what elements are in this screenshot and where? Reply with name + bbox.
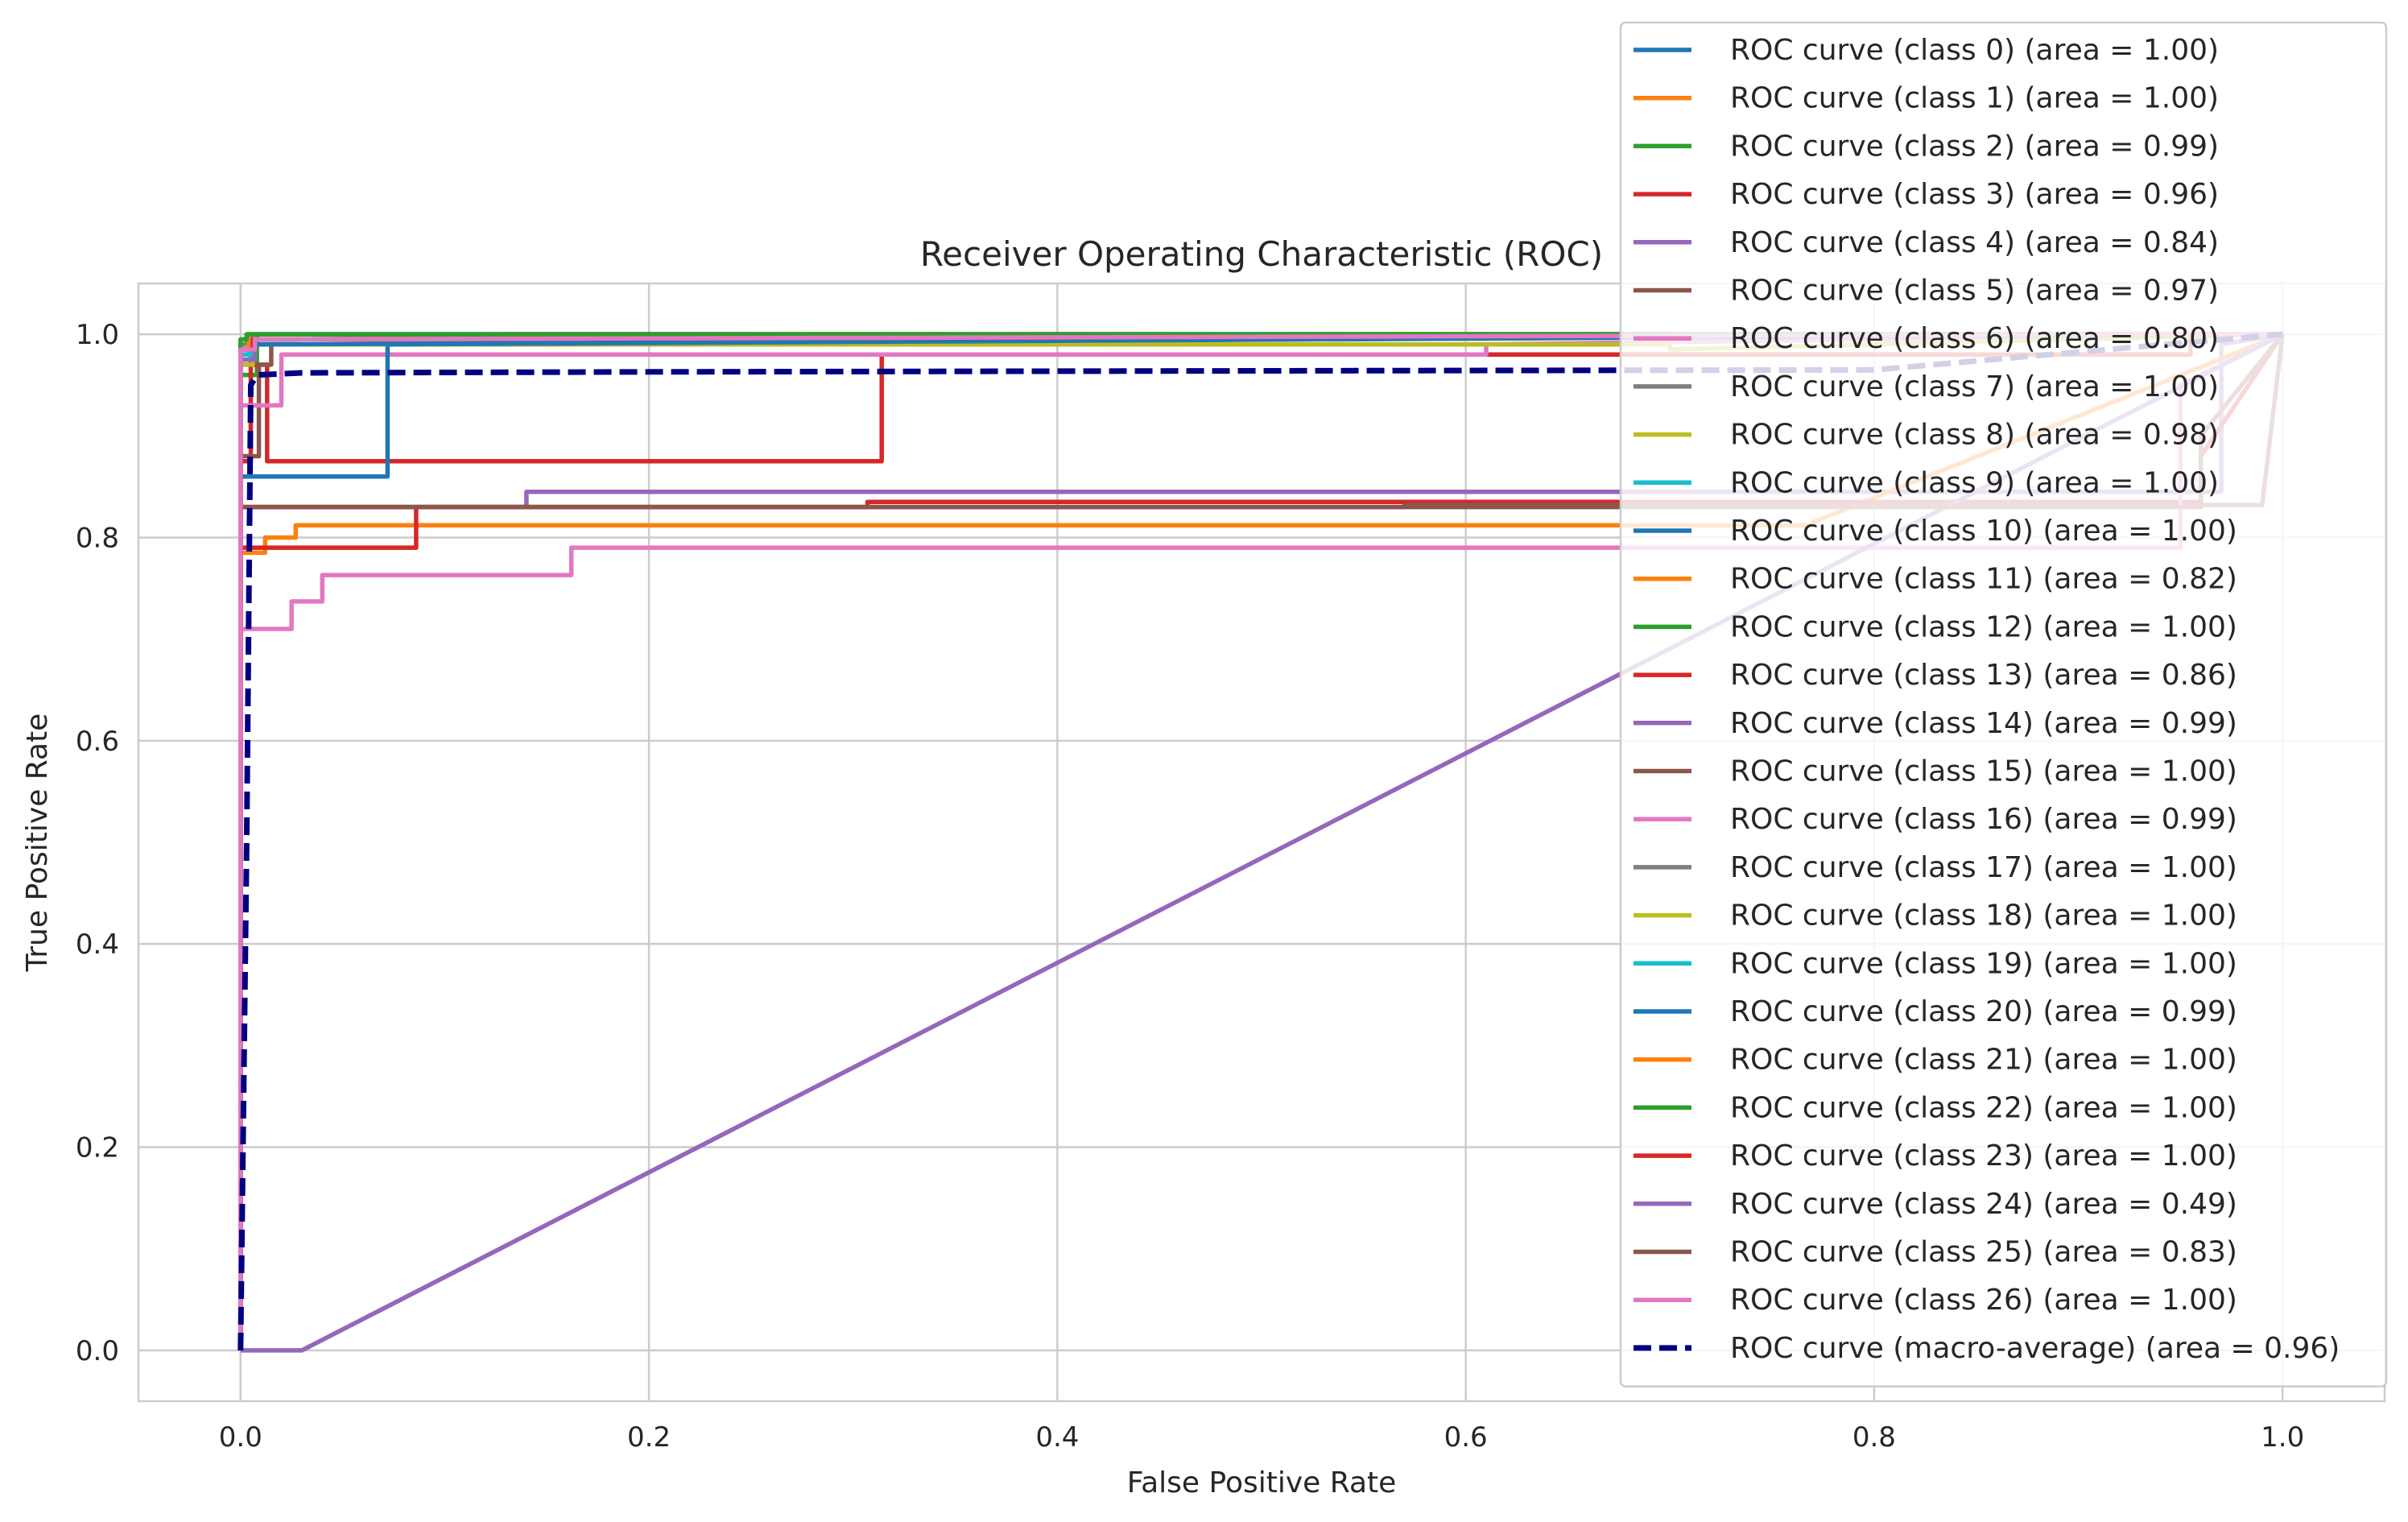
legend-label: ROC curve (class 21) (area = 1.00): [1730, 1044, 2237, 1077]
legend-label: ROC curve (class 1) (area = 1.00): [1730, 82, 2219, 115]
legend-label: ROC curve (class 20) (area = 0.99): [1730, 995, 2237, 1028]
legend-label: ROC curve (class 15) (area = 1.00): [1730, 755, 2237, 788]
legend-label: ROC curve (class 8) (area = 0.98): [1730, 419, 2219, 452]
x-tick-label: 0.4: [1035, 1421, 1079, 1454]
y-tick-label: 0.4: [76, 929, 119, 961]
legend-label: ROC curve (class 25) (area = 0.83): [1730, 1236, 2237, 1269]
legend-label: ROC curve (class 14) (area = 0.99): [1730, 707, 2237, 740]
legend-label: ROC curve (class 13) (area = 0.86): [1730, 659, 2237, 692]
legend-label: ROC curve (class 16) (area = 0.99): [1730, 803, 2237, 836]
x-axis-label: False Positive Rate: [1127, 1466, 1397, 1499]
legend-label: ROC curve (macro-average) (area = 0.96): [1730, 1332, 2340, 1365]
legend-label: ROC curve (class 9) (area = 1.00): [1730, 466, 2219, 499]
legend-label: ROC curve (class 12) (area = 1.00): [1730, 610, 2237, 643]
y-tick-label: 0.8: [76, 522, 119, 554]
legend-label: ROC curve (class 6) (area = 0.80): [1730, 322, 2219, 355]
legend-label: ROC curve (class 22) (area = 1.00): [1730, 1091, 2237, 1124]
x-tick-label: 0.6: [1444, 1421, 1488, 1454]
x-tick-labels: 0.0 0.2 0.4 0.6 0.8 1.0: [219, 1421, 2304, 1454]
y-axis-label: True Positive Rate: [21, 713, 54, 973]
y-tick-labels: 0.0 0.2 0.4 0.6 0.8 1.0: [76, 319, 119, 1367]
legend-label: ROC curve (class 7) (area = 1.00): [1730, 370, 2219, 403]
x-tick-label: 1.0: [2261, 1421, 2304, 1454]
roc-series-line-26: [238, 332, 2283, 1350]
y-tick-label: 0.0: [76, 1335, 119, 1367]
legend-label: ROC curve (class 4) (area = 0.84): [1730, 226, 2219, 259]
legend-label: ROC curve (class 5) (area = 0.97): [1730, 275, 2219, 308]
legend: ROC curve (class 0) (area = 1.00) ROC cur…: [1619, 21, 2388, 1388]
legend-label: ROC curve (class 18) (area = 1.00): [1730, 900, 2237, 933]
legend-label: ROC curve (class 11) (area = 0.82): [1730, 563, 2237, 596]
legend-label: ROC curve (class 3) (area = 0.96): [1730, 178, 2219, 211]
y-tick-label: 0.2: [76, 1132, 119, 1164]
legend-label: ROC curve (class 26) (area = 1.00): [1730, 1284, 2237, 1317]
legend-label: ROC curve (class 17) (area = 1.00): [1730, 851, 2237, 884]
legend-label: ROC curve (class 10) (area = 1.00): [1730, 515, 2237, 548]
legend-label: ROC curve (class 0) (area = 1.00): [1730, 34, 2219, 67]
legend-label: ROC curve (class 2) (area = 0.99): [1730, 130, 2219, 163]
chart-title: Receiver Operating Characteristic (ROC): [920, 234, 1603, 274]
y-tick-label: 0.6: [76, 726, 119, 758]
legend-box: [1619, 21, 2388, 1388]
legend-label: ROC curve (class 23) (area = 1.00): [1730, 1139, 2237, 1173]
x-tick-label: 0.2: [627, 1421, 671, 1454]
legend-label: ROC curve (class 19) (area = 1.00): [1730, 947, 2237, 980]
roc-series-line-27: [237, 331, 2283, 1350]
x-tick-label: 0.0: [219, 1421, 262, 1454]
x-tick-label: 0.8: [1852, 1421, 1896, 1454]
y-tick-label: 1.0: [76, 319, 119, 351]
legend-label: ROC curve (class 24) (area = 0.49): [1730, 1188, 2237, 1221]
